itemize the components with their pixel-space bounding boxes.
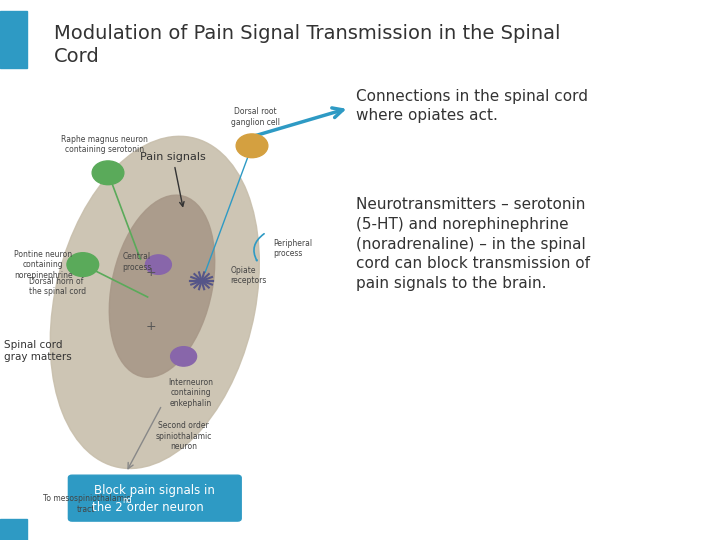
Ellipse shape [109,195,215,377]
FancyBboxPatch shape [68,475,241,521]
Circle shape [236,134,268,158]
Text: Pain signals: Pain signals [140,152,206,206]
Text: Interneuron
containing
enkephalin: Interneuron containing enkephalin [168,378,213,408]
Circle shape [171,347,197,366]
Circle shape [92,161,124,185]
Text: Spinal cord
gray matters: Spinal cord gray matters [4,340,71,362]
Text: Modulation of Pain Signal Transmission in the Spinal
Cord: Modulation of Pain Signal Transmission i… [54,24,560,66]
FancyArrowPatch shape [254,234,264,261]
Text: Opiate
receptors: Opiate receptors [230,266,267,285]
Text: To mesospiniothalamic
tract: To mesospiniothalamic tract [42,494,130,514]
Text: nd: nd [122,496,132,505]
Text: Second order
spiniothalamic
neuron: Second order spiniothalamic neuron [156,421,212,451]
Text: the 2: the 2 [91,501,122,514]
Text: Raphe magnus neuron
containing serotonin: Raphe magnus neuron containing serotonin [61,134,148,154]
Text: Dorsal root
ganglion cell: Dorsal root ganglion cell [231,107,280,127]
Circle shape [145,255,171,274]
Ellipse shape [50,136,259,469]
Text: +: + [146,320,156,333]
Text: Block pain signals in: Block pain signals in [94,484,215,497]
Text: Central
process: Central process [122,252,151,272]
Text: +: + [146,266,156,279]
Circle shape [67,253,99,276]
Text: Pontine neuron
containing
norepinephrine: Pontine neuron containing norepinephrine [14,249,73,280]
Text: order neuron: order neuron [123,501,204,514]
Text: Connections in the spinal cord
where opiates act.: Connections in the spinal cord where opi… [356,89,588,123]
Text: Neurotransmitters – serotonin
(5-HT) and norephinephrine
(noradrenaline) – in th: Neurotransmitters – serotonin (5-HT) and… [356,197,590,291]
Text: Peripheral
process: Peripheral process [274,239,312,258]
Text: Dorsal horn of
the spinal cord: Dorsal horn of the spinal cord [29,276,86,296]
